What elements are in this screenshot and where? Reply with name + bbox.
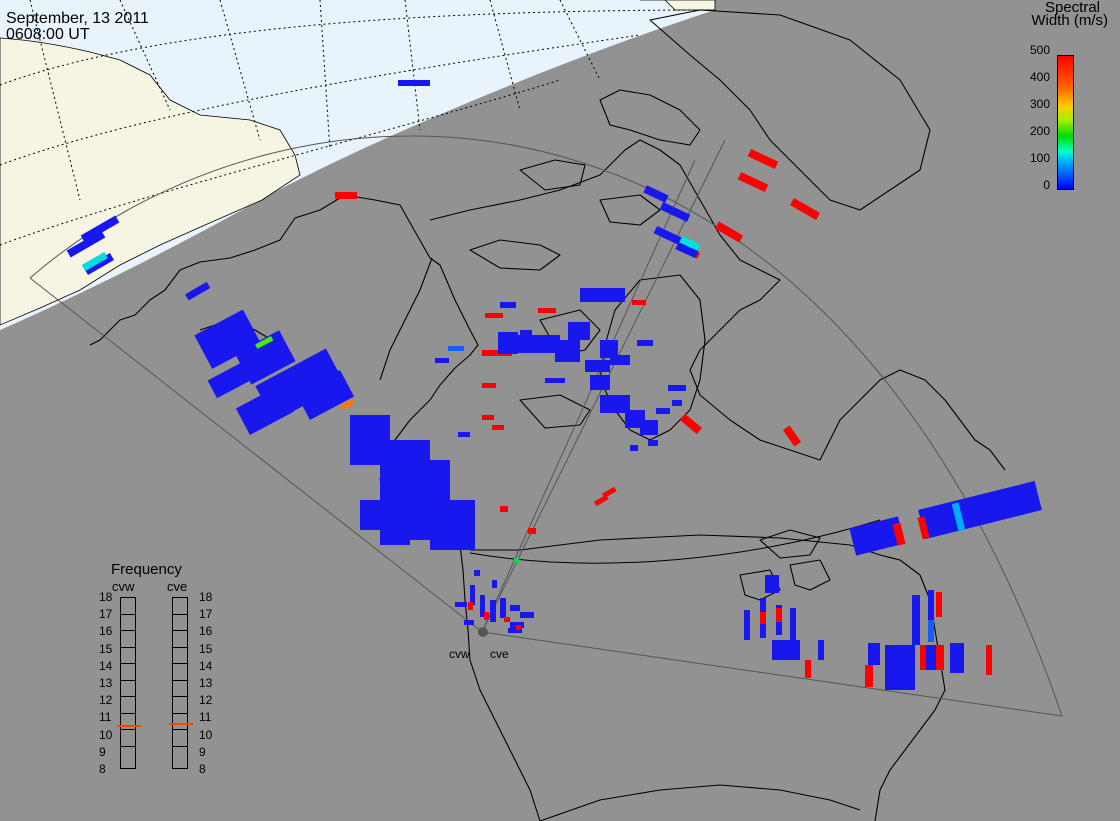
- frequency-marker-cvw: [117, 725, 141, 727]
- frequency-scale-number: 18: [199, 590, 213, 604]
- frequency-scale-number: 17: [99, 607, 113, 622]
- frequency-scale-number: 11: [199, 710, 212, 725]
- time-label: 0608:00 UT: [6, 26, 90, 43]
- site-label-cve: cve: [490, 647, 509, 661]
- frequency-scale-number: 10: [199, 727, 213, 742]
- colorbar-tick: 200: [1029, 124, 1050, 138]
- colorbar-title-line2: Width (m/s): [1031, 12, 1108, 29]
- colorbar-tick: 400: [1029, 70, 1050, 84]
- daylight-landmass: [0, 0, 716, 326]
- latitude-line: [469, 519, 881, 564]
- frequency-scale-number: 15: [99, 641, 113, 656]
- frequency-scale-number: 18: [99, 590, 113, 604]
- frequency-scale-number: 12: [199, 693, 213, 708]
- frequency-scale-number: 10: [99, 727, 113, 742]
- colorbar-tick: 500: [1029, 43, 1050, 57]
- frequency-scale-number: 8: [199, 762, 206, 776]
- radar-echoes: [66, 80, 1042, 690]
- frequency-scale-number: 13: [99, 676, 113, 690]
- frequency-radar-label-cve: cve: [167, 579, 188, 594]
- frequency-scale-number: 14: [199, 658, 213, 673]
- date-label: September, 13 2011: [6, 10, 149, 27]
- frequency-title: Frequency: [111, 561, 182, 578]
- frequency-scale-number: 16: [99, 624, 113, 639]
- frequency-scale-number: 9: [99, 744, 106, 759]
- frequency-scale-number: 8: [99, 762, 106, 776]
- frequency-scale-number: 16: [199, 624, 213, 639]
- frequency-scale-number: 17: [199, 607, 213, 622]
- frequency-marker-cve: [169, 723, 193, 726]
- frequency-scale-number: 11: [99, 710, 112, 725]
- colorbar-tick: 100: [1029, 151, 1050, 165]
- graticule-dotted: [0, 0, 716, 246]
- daylight-region: [0, 0, 715, 330]
- colorbar-tick: 0: [1043, 178, 1050, 192]
- colorbar-tick: 300: [1029, 97, 1050, 111]
- frequency-column-cve: [172, 597, 188, 769]
- site-label-cvw: cvw: [449, 647, 470, 661]
- frequency-radar-label-cvw: cvw: [112, 579, 135, 594]
- colorbar-gradient: [1057, 55, 1074, 190]
- colorbar-title-line1: Spectral: [1044, 0, 1100, 16]
- frequency-scale-number: 14: [99, 658, 113, 673]
- frequency-scale-number: 13: [199, 676, 213, 690]
- frequency-column-cvw: [120, 597, 136, 769]
- frequency-scale-number: 9: [199, 744, 206, 759]
- frequency-scale-number: 12: [99, 693, 113, 708]
- frequency-scale-number: 15: [199, 641, 213, 656]
